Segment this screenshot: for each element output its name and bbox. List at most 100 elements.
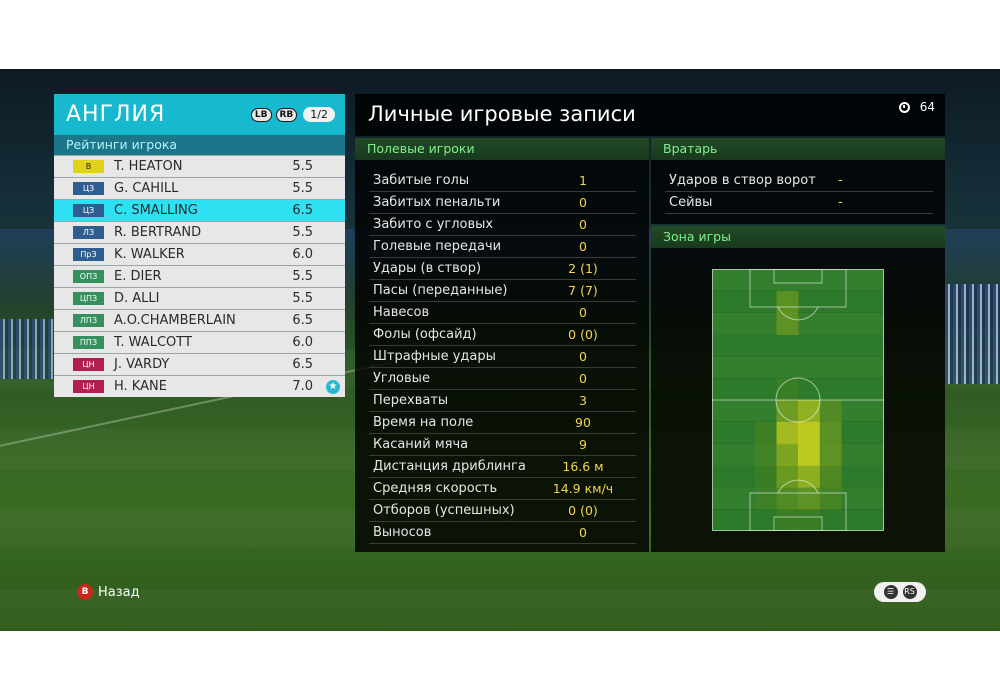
stat-label: Голевые передачи	[373, 239, 502, 254]
player-rating: 6.5	[292, 357, 313, 372]
ratings-title: Рейтинги игрока	[54, 135, 345, 155]
stat-label: Забитых пенальти	[373, 195, 501, 210]
chat-icon[interactable]: ☰	[883, 585, 898, 599]
player-rating: 6.5	[292, 313, 313, 328]
heat-cell	[819, 487, 842, 510]
stat-value: 3	[579, 393, 587, 408]
stat-row: Выносов 0	[369, 522, 636, 544]
top-goal-box	[773, 269, 823, 284]
center-circle	[775, 377, 821, 423]
player-row[interactable]: ЦН J. VARDY 6.5	[54, 353, 345, 375]
stat-row: Штрафные удары 0	[369, 346, 636, 368]
player-row[interactable]: ЦЗ G. CAHILL 5.5	[54, 177, 345, 199]
heat-cell	[776, 509, 799, 531]
heat-cell	[755, 487, 777, 510]
player-row[interactable]: В T. HEATON 5.5	[54, 155, 345, 177]
stat-label: Забито с угловых	[373, 217, 494, 232]
heat-cell	[798, 421, 820, 445]
stat-label: Угловые	[373, 371, 430, 386]
stat-value: 9	[579, 437, 587, 452]
player-row[interactable]: ППЗ T. WALCOTT 6.0	[54, 331, 345, 353]
stat-value: 0 (0)	[568, 327, 598, 342]
page-title: Личные игровые записи	[368, 102, 636, 126]
crowd	[0, 319, 55, 379]
player-row[interactable]: ПрЗ K. WALKER 6.0	[54, 243, 345, 265]
player-row[interactable]: ОПЗ E. DIER 5.5	[54, 265, 345, 287]
heat-cell	[798, 465, 820, 488]
field-stats-list: Забитые голы 1 Забитых пенальти 0 Забито с у…	[355, 160, 649, 544]
stat-row: Навесов 0	[369, 302, 636, 324]
player-row[interactable]: ЦЗ C. SMALLING 6.5	[54, 199, 345, 221]
heat-cell	[776, 443, 799, 466]
bottom-goal-box	[773, 516, 823, 531]
stat-value: 90	[575, 415, 591, 430]
player-name: J. VARDY	[114, 357, 170, 372]
match-timer: 64	[898, 100, 935, 114]
stat-value: 14.9 км/ч	[552, 481, 614, 496]
player-row[interactable]: ЛЗ R. BERTRAND 5.5	[54, 221, 345, 243]
heat-cell	[798, 443, 820, 466]
position-badge: ЦН	[73, 380, 104, 393]
stat-row: Перехваты 3	[369, 390, 636, 412]
gk-stat-value: -	[838, 195, 843, 210]
player-name: G. CAHILL	[114, 181, 179, 196]
heat-cell	[819, 443, 842, 466]
gk-stat-row: Ударов в створ ворот -	[665, 170, 933, 192]
player-rating: 7.0	[292, 379, 313, 394]
pitch-stripe	[712, 378, 884, 400]
player-rating: 6.0	[292, 247, 313, 262]
gk-stat-label: Ударов в створ ворот	[669, 173, 816, 188]
stat-row: Дистанция дриблинга 16.6 м	[369, 456, 636, 478]
gk-stat-label: Сейвы	[669, 195, 713, 210]
stat-label: Навесов	[373, 305, 430, 320]
position-badge: В	[73, 160, 104, 173]
heat-cell	[776, 290, 799, 314]
stat-row: Пасы (переданные) 7 (7)	[369, 280, 636, 302]
stat-label: Забитые голы	[373, 173, 470, 188]
player-rating: 5.5	[292, 159, 313, 174]
player-name: A.O.CHAMBERLAIN	[114, 313, 236, 328]
player-row[interactable]: ЦН H. KANE 7.0 ★	[54, 375, 345, 397]
position-badge: ЛПЗ	[73, 314, 104, 327]
rs-button-icon[interactable]: RS	[902, 585, 917, 599]
stat-value: 16.6 м	[562, 459, 604, 474]
player-name: H. KANE	[114, 379, 167, 394]
heat-cell	[776, 312, 799, 335]
player-rating: 6.5	[292, 203, 313, 218]
player-row[interactable]: ЛПЗ A.O.CHAMBERLAIN 6.5	[54, 309, 345, 331]
field-players-header: Полевые игроки	[355, 138, 649, 160]
team-name: АНГЛИЯ	[66, 102, 166, 127]
stat-label: Выносов	[373, 525, 432, 540]
heat-cell	[776, 400, 799, 423]
heat-cell	[798, 400, 820, 423]
stat-value: 0	[579, 217, 587, 232]
position-badge: ЦЗ	[73, 182, 104, 195]
player-rating: 5.5	[292, 269, 313, 284]
b-button-icon: B	[77, 584, 93, 600]
stat-row: Фолы (офсайд) 0 (0)	[369, 324, 636, 346]
heat-cell	[819, 421, 842, 445]
field-players-panel: Полевые игроки Забитые голы 1 Забитых пена…	[355, 138, 649, 552]
heat-cell	[798, 509, 820, 531]
stat-label: Дистанция дриблинга	[373, 459, 526, 474]
stat-value: 2 (1)	[568, 261, 598, 276]
footer-controls[interactable]: ☰ RS	[874, 582, 926, 602]
player-rating: 5.5	[292, 181, 313, 196]
stat-value: 0	[579, 195, 587, 210]
page-indicator: 1/2	[303, 107, 335, 122]
clock-icon	[898, 101, 910, 113]
stat-row: Касаний мяча 9	[369, 434, 636, 456]
player-name: C. SMALLING	[114, 203, 198, 218]
team-header: АНГЛИЯ LB RB 1/2	[54, 94, 345, 135]
position-badge: ЦН	[73, 358, 104, 371]
position-badge: ПрЗ	[73, 248, 104, 261]
lb-button-icon[interactable]: LB	[250, 107, 272, 122]
player-row[interactable]: ЦПЗ D. ALLI 5.5	[54, 287, 345, 309]
stat-row: Удары (в створ) 2 (1)	[369, 258, 636, 280]
stat-value: 0	[579, 239, 587, 254]
rb-button-icon[interactable]: RB	[275, 107, 298, 122]
back-button[interactable]: B Назад	[77, 584, 140, 600]
goalkeeper-panel: Вратарь Ударов в створ ворот - Сейвы -	[651, 138, 945, 224]
team-panel: АНГЛИЯ LB RB 1/2 Рейтинги игрока В T. HEA…	[54, 94, 345, 397]
goalkeeper-stats-list: Ударов в створ ворот - Сейвы -	[651, 160, 945, 214]
